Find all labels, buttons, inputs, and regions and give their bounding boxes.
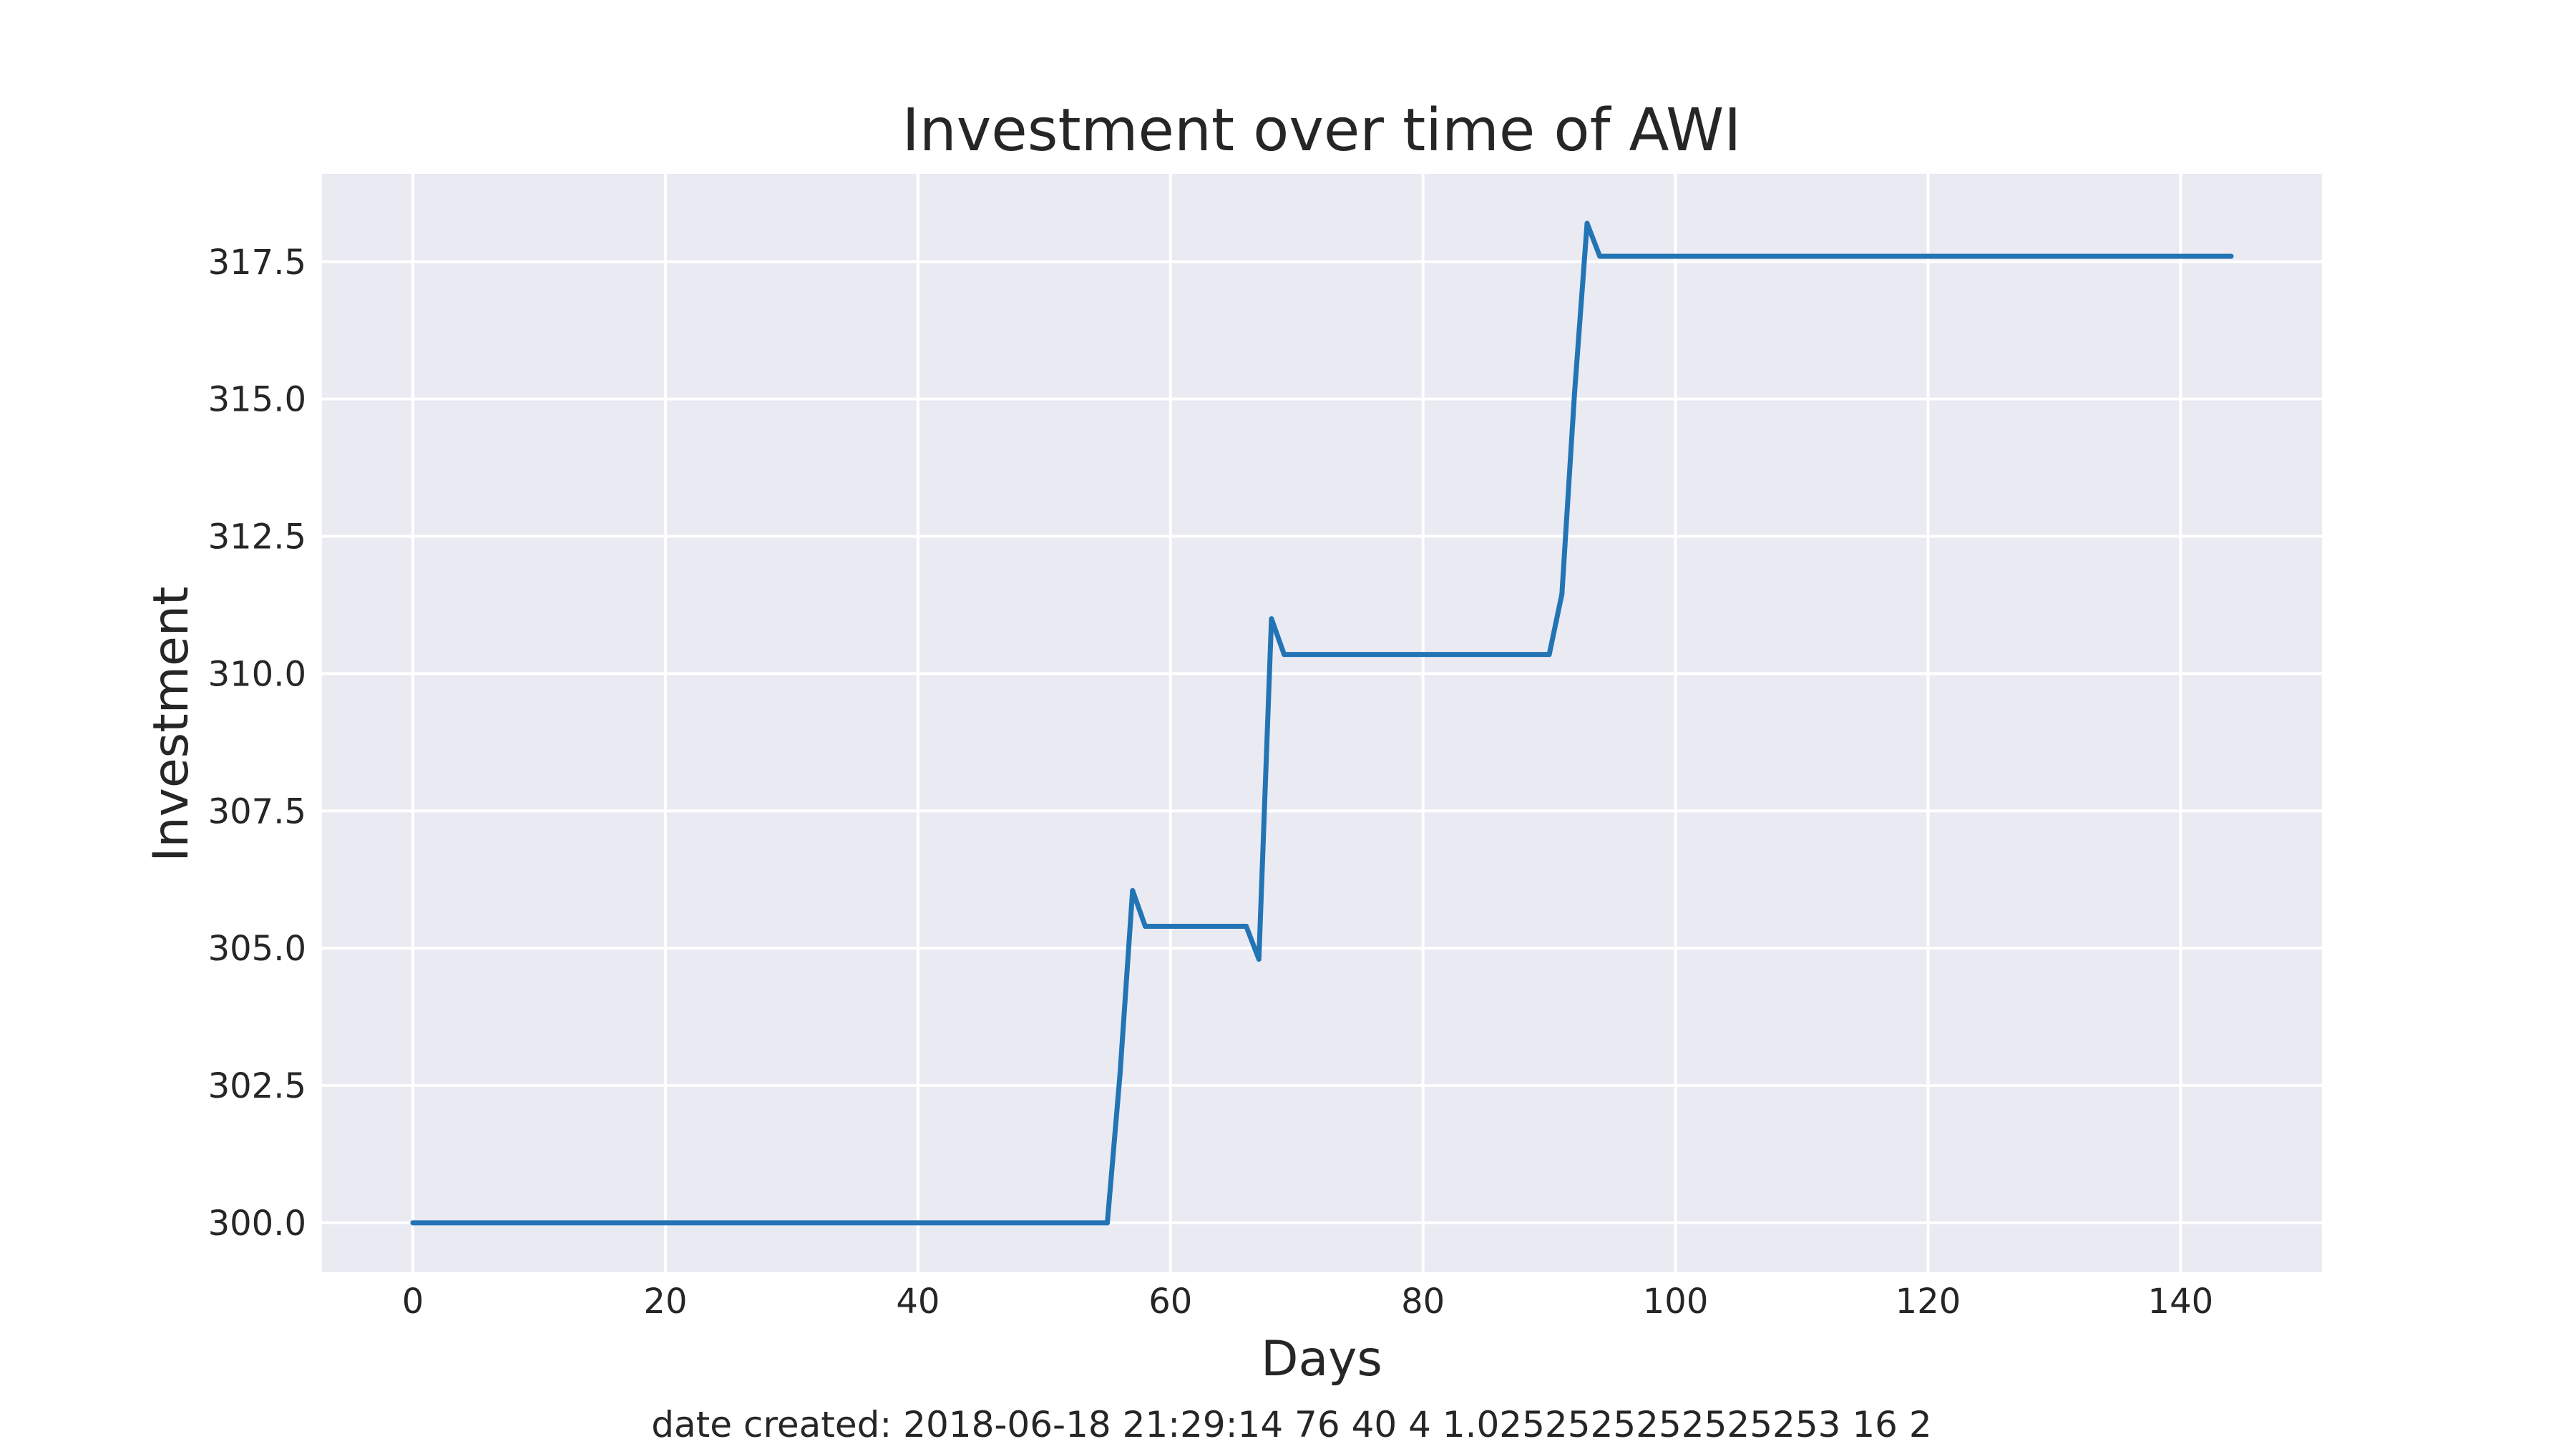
x-tick-label: 60 <box>1148 1282 1192 1322</box>
y-tick-label: 300.0 <box>208 1204 306 1244</box>
date-created-caption: date created: 2018-06-18 21:29:14 76 40 … <box>651 1404 1931 1445</box>
vertical-gridlines <box>411 174 2182 1272</box>
y-tick-label: 305.0 <box>208 929 306 969</box>
y-tick-label: 317.5 <box>208 243 306 283</box>
data-point <box>2228 253 2234 259</box>
x-axis-label: Days <box>1261 1331 1382 1387</box>
series-layer <box>410 220 2234 1226</box>
x-tick-label: 20 <box>643 1282 687 1322</box>
y-tick-label: 312.5 <box>208 517 306 557</box>
y-tick-label: 310.0 <box>208 654 306 694</box>
x-tick-label: 120 <box>1896 1282 1961 1322</box>
data-point <box>1143 924 1148 929</box>
data-point <box>1282 652 1287 658</box>
data-point <box>1597 253 1603 259</box>
data-point <box>1244 924 1249 929</box>
chart-title: Investment over time of AWI <box>902 97 1742 165</box>
data-point <box>1584 220 1590 226</box>
y-tick-label: 307.5 <box>208 791 306 831</box>
data-point <box>1546 652 1552 658</box>
x-tick-label: 40 <box>896 1282 940 1322</box>
data-point <box>1256 957 1262 962</box>
x-tick-label: 80 <box>1401 1282 1445 1322</box>
y-tick-label: 302.5 <box>208 1066 306 1106</box>
data-point <box>1130 888 1136 894</box>
y-tick-label: 315.0 <box>208 380 306 420</box>
x-tick-label: 100 <box>1643 1282 1709 1322</box>
y-tick-labels: 300.0 302.5 305.0 307.5 310.0 312.5 315.0 317.5 <box>208 243 306 1244</box>
data-point <box>1105 1220 1110 1226</box>
y-axis-label: Investment <box>143 586 200 862</box>
x-tick-label: 140 <box>2148 1282 2214 1322</box>
data-point <box>1559 591 1565 597</box>
x-tick-labels: 0 20 40 60 80 100 120 140 <box>402 1282 2213 1322</box>
data-point <box>1269 616 1274 622</box>
data-point <box>1571 391 1577 396</box>
x-tick-label: 0 <box>402 1282 424 1322</box>
data-point <box>410 1220 416 1226</box>
data-point <box>1117 1072 1123 1078</box>
plot-area <box>322 174 2322 1272</box>
horizontal-gridlines <box>322 260 2322 1224</box>
